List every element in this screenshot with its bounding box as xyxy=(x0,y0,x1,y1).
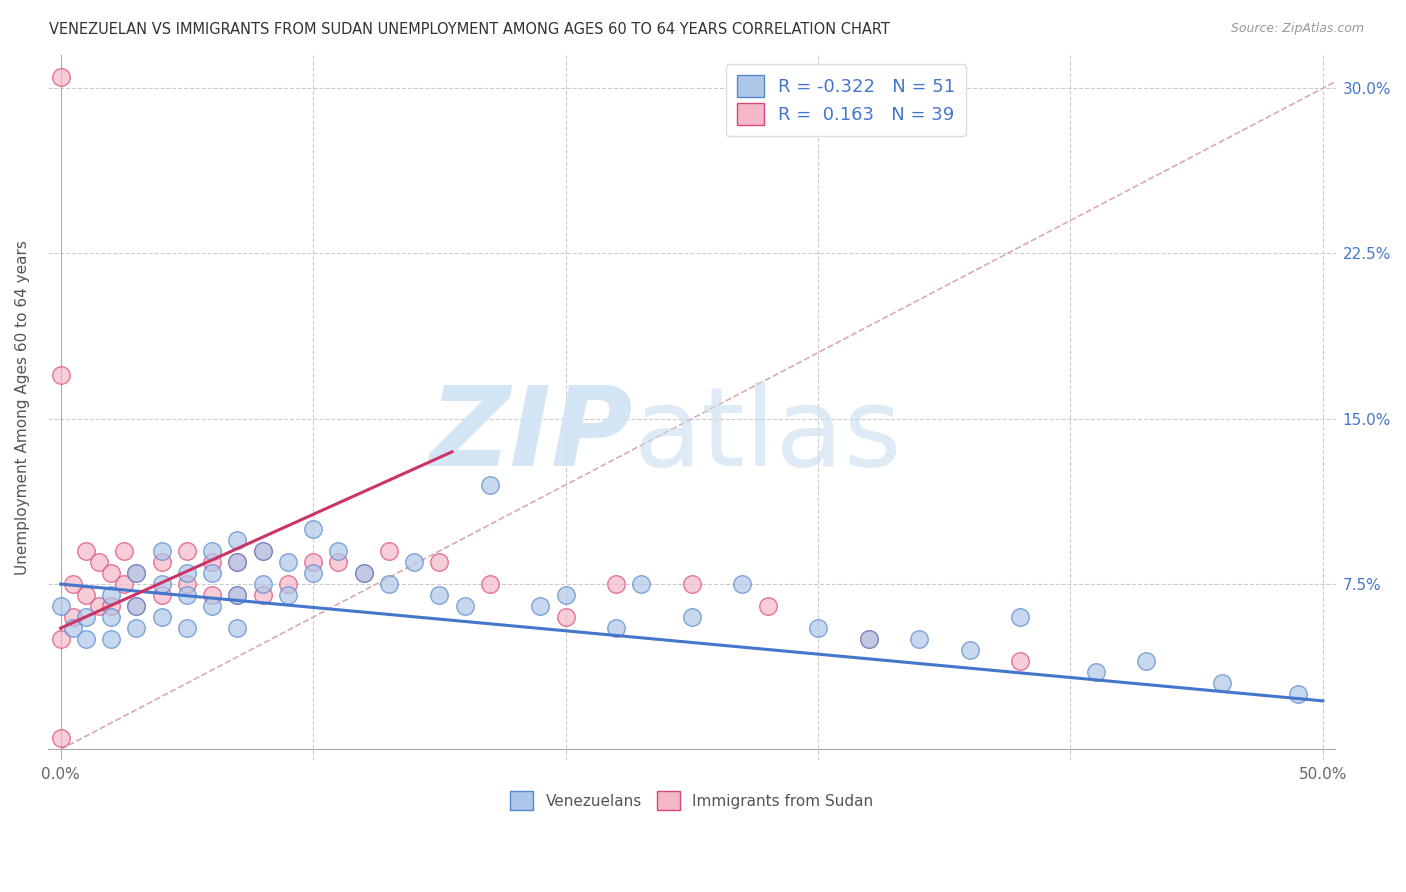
Text: VENEZUELAN VS IMMIGRANTS FROM SUDAN UNEMPLOYMENT AMONG AGES 60 TO 64 YEARS CORRE: VENEZUELAN VS IMMIGRANTS FROM SUDAN UNEM… xyxy=(49,22,890,37)
Point xyxy=(427,555,450,569)
Point xyxy=(100,599,122,613)
Point xyxy=(125,566,148,580)
Point xyxy=(75,632,97,647)
Point xyxy=(858,632,880,647)
Point xyxy=(201,544,224,558)
Point xyxy=(75,544,97,558)
Point xyxy=(1084,665,1107,680)
Point xyxy=(49,368,72,382)
Point xyxy=(49,599,72,613)
Point xyxy=(100,610,122,624)
Legend: Venezuelans, Immigrants from Sudan: Venezuelans, Immigrants from Sudan xyxy=(505,785,879,816)
Point xyxy=(49,70,72,85)
Point xyxy=(226,588,249,602)
Point xyxy=(201,588,224,602)
Point xyxy=(1008,654,1031,668)
Point xyxy=(328,544,350,558)
Point xyxy=(226,555,249,569)
Point xyxy=(529,599,551,613)
Point xyxy=(49,731,72,746)
Point xyxy=(1135,654,1157,668)
Point xyxy=(554,588,576,602)
Point xyxy=(277,577,299,591)
Point xyxy=(75,588,97,602)
Point xyxy=(226,588,249,602)
Point xyxy=(62,610,84,624)
Point xyxy=(176,544,198,558)
Point xyxy=(302,555,325,569)
Point xyxy=(681,610,703,624)
Point xyxy=(49,632,72,647)
Y-axis label: Unemployment Among Ages 60 to 64 years: Unemployment Among Ages 60 to 64 years xyxy=(15,240,30,575)
Point xyxy=(150,577,173,591)
Point xyxy=(427,588,450,602)
Point xyxy=(226,621,249,635)
Point xyxy=(176,588,198,602)
Point xyxy=(302,522,325,536)
Point xyxy=(100,566,122,580)
Point xyxy=(150,544,173,558)
Point xyxy=(176,621,198,635)
Point xyxy=(252,588,274,602)
Point xyxy=(277,555,299,569)
Point xyxy=(478,577,501,591)
Point xyxy=(858,632,880,647)
Point xyxy=(302,566,325,580)
Point xyxy=(150,588,173,602)
Point xyxy=(681,577,703,591)
Point xyxy=(554,610,576,624)
Point xyxy=(252,544,274,558)
Point xyxy=(62,621,84,635)
Text: ZIP: ZIP xyxy=(430,383,634,490)
Point xyxy=(1211,676,1233,690)
Point xyxy=(353,566,375,580)
Point xyxy=(731,577,754,591)
Point xyxy=(75,610,97,624)
Point xyxy=(252,544,274,558)
Point xyxy=(176,577,198,591)
Point xyxy=(125,599,148,613)
Point xyxy=(605,621,627,635)
Point xyxy=(453,599,475,613)
Point xyxy=(807,621,830,635)
Point xyxy=(478,478,501,492)
Point xyxy=(201,599,224,613)
Point xyxy=(201,555,224,569)
Point xyxy=(125,599,148,613)
Point xyxy=(959,643,981,657)
Point xyxy=(1286,687,1309,701)
Point xyxy=(630,577,652,591)
Text: atlas: atlas xyxy=(634,383,903,490)
Point xyxy=(150,555,173,569)
Point xyxy=(353,566,375,580)
Point xyxy=(125,566,148,580)
Point xyxy=(201,566,224,580)
Point xyxy=(328,555,350,569)
Point xyxy=(87,555,110,569)
Point xyxy=(100,588,122,602)
Point xyxy=(125,621,148,635)
Point xyxy=(112,544,135,558)
Point xyxy=(756,599,779,613)
Point xyxy=(226,533,249,547)
Point xyxy=(605,577,627,591)
Point xyxy=(378,544,401,558)
Point xyxy=(62,577,84,591)
Text: Source: ZipAtlas.com: Source: ZipAtlas.com xyxy=(1230,22,1364,36)
Point xyxy=(100,632,122,647)
Point xyxy=(150,610,173,624)
Point xyxy=(908,632,931,647)
Point xyxy=(176,566,198,580)
Point xyxy=(378,577,401,591)
Point xyxy=(226,555,249,569)
Point xyxy=(1008,610,1031,624)
Point xyxy=(252,577,274,591)
Point xyxy=(277,588,299,602)
Point xyxy=(404,555,426,569)
Point xyxy=(112,577,135,591)
Point xyxy=(87,599,110,613)
